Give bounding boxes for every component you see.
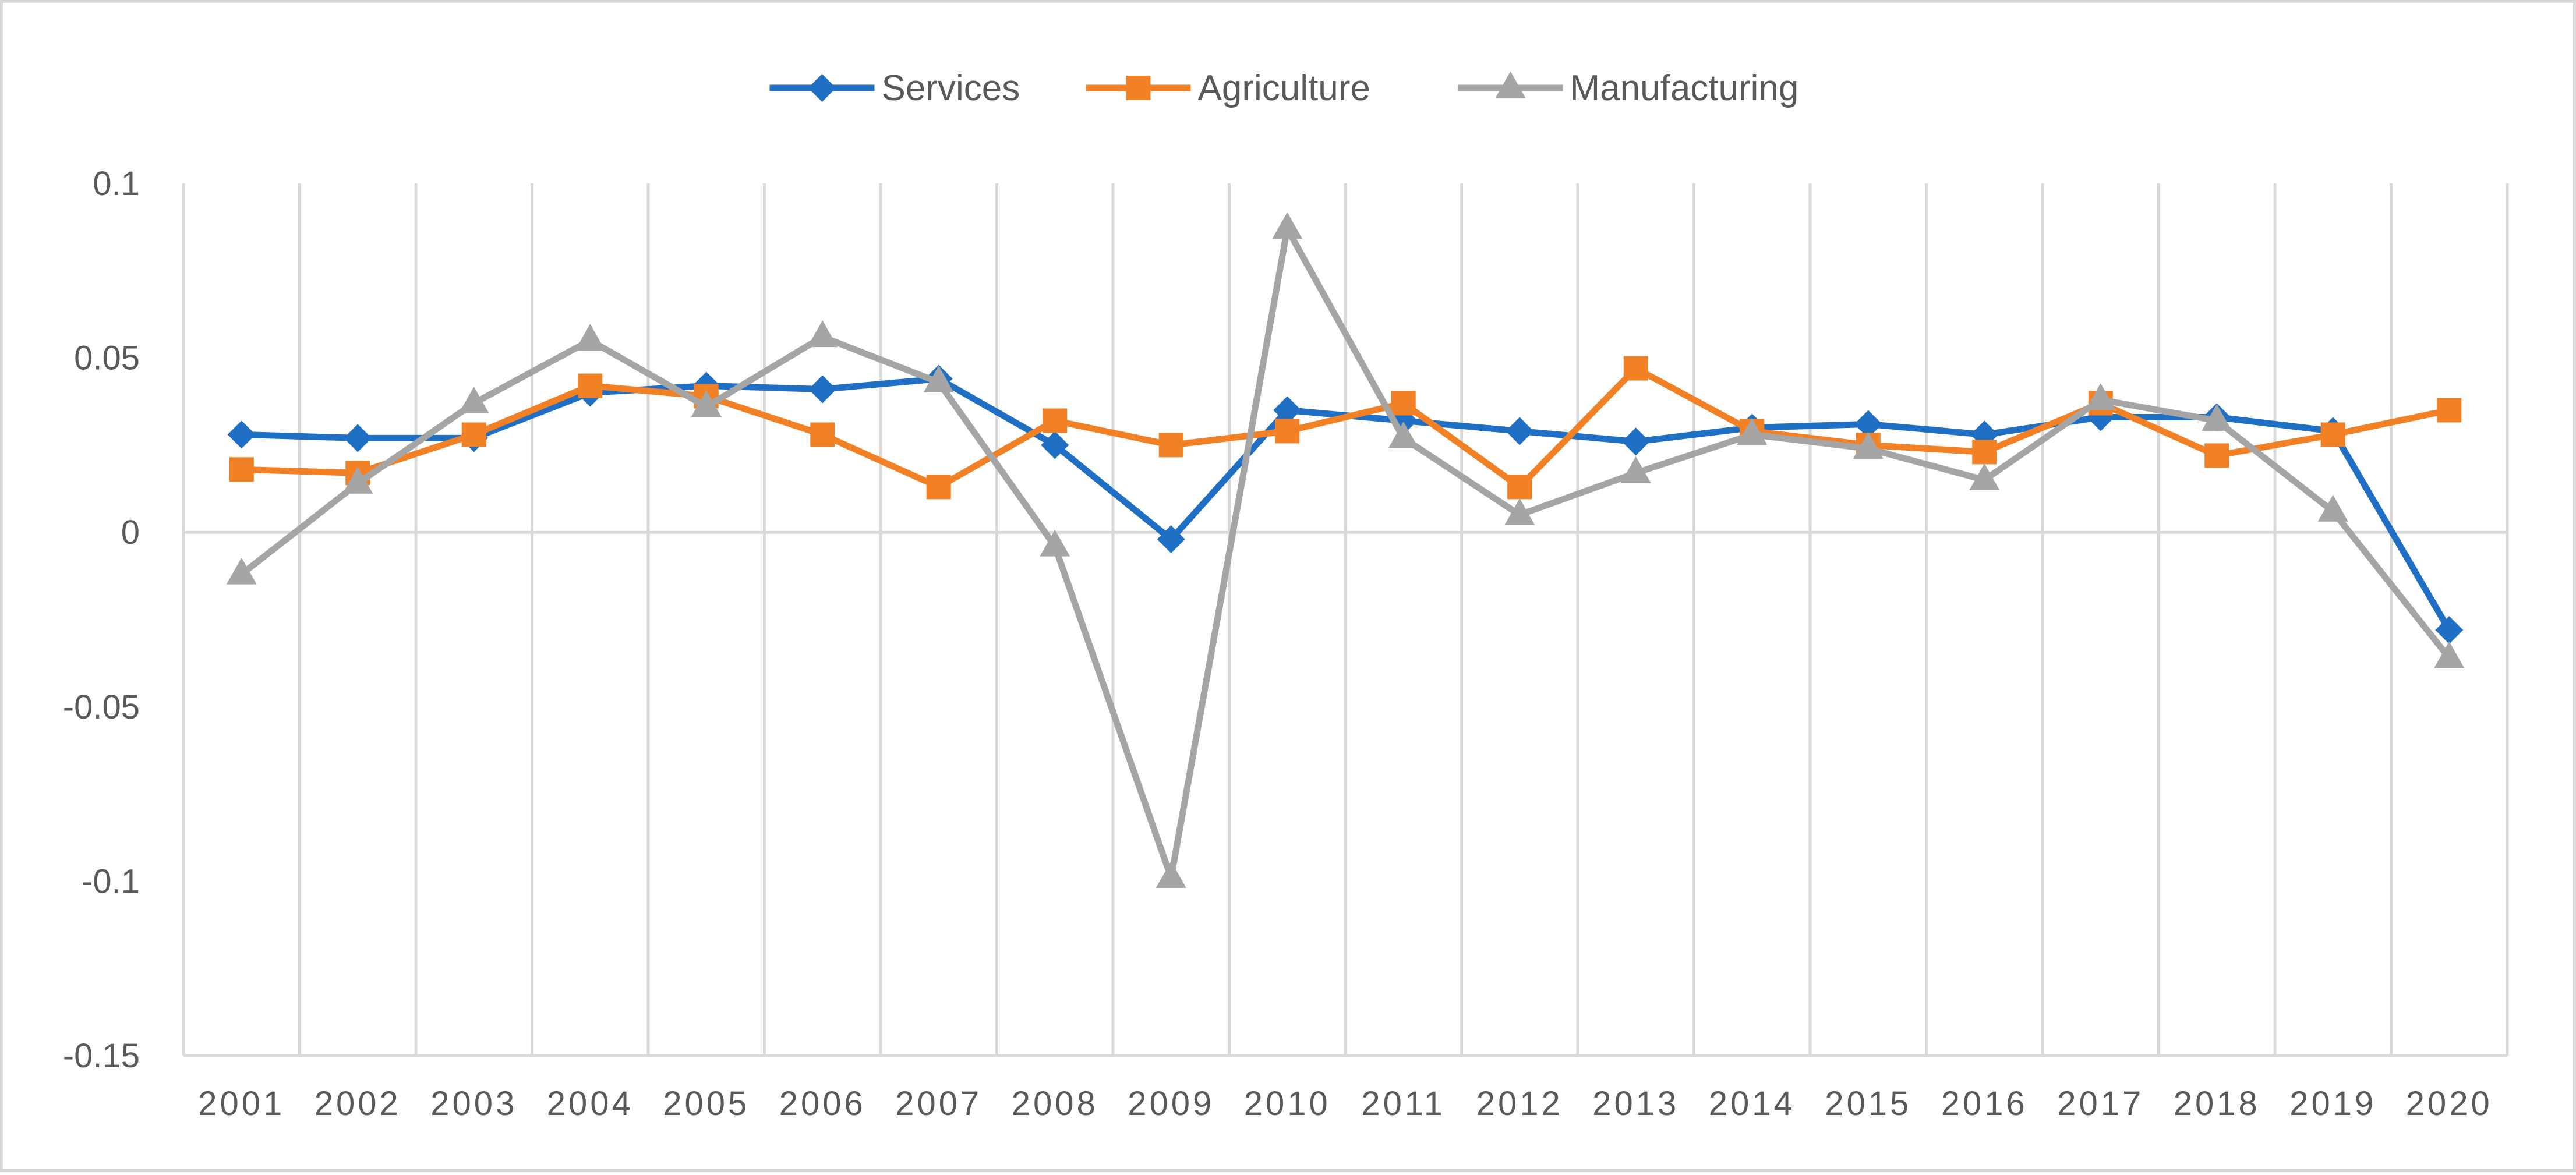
data-point-agriculture (229, 457, 254, 482)
x-tick-label: 2004 (547, 1085, 634, 1123)
data-point-agriculture (1507, 475, 1532, 500)
data-point-agriculture (1158, 433, 1183, 458)
data-point-manufacturing (458, 386, 489, 413)
data-point-manufacturing (342, 466, 373, 494)
x-tick-label: 2019 (2289, 1085, 2376, 1123)
x-tick-label: 2006 (779, 1085, 866, 1123)
x-tick-label: 2012 (1476, 1085, 1563, 1123)
data-point-services (1506, 417, 1534, 445)
data-point-services (344, 424, 372, 452)
legend-marker-services (808, 74, 836, 102)
data-point-services (1854, 410, 1882, 438)
legend-label-manufacturing: Manufacturing (1570, 68, 1799, 108)
data-point-services (1157, 525, 1185, 554)
x-tick-label: 2010 (1244, 1085, 1331, 1123)
data-point-agriculture (1043, 408, 1068, 433)
y-tick-label: -0.15 (63, 1037, 140, 1075)
x-tick-label: 2009 (1128, 1085, 1214, 1123)
data-point-agriculture (1623, 356, 1648, 381)
data-point-manufacturing (2434, 641, 2465, 668)
data-point-services (1621, 427, 1650, 456)
data-point-manufacturing (1853, 431, 1884, 459)
line-chart: 0.1 0.05 0 -0.05 -0.1 -0.15 2001 2002 2003 2004 20… (63, 68, 2509, 1123)
data-point-agriculture (578, 373, 603, 398)
y-tick-label: 0.1 (93, 165, 140, 203)
y-tick-label: 0.05 (74, 339, 140, 377)
data-point-agriculture (810, 422, 835, 447)
x-tick-label: 2003 (430, 1085, 517, 1123)
data-point-manufacturing (923, 366, 954, 393)
data-point-manufacturing (1620, 456, 1651, 483)
x-tick-label: 2011 (1361, 1085, 1446, 1123)
x-tick-label: 2018 (2174, 1085, 2260, 1123)
data-point-agriculture (1972, 440, 1997, 465)
data-point-agriculture (461, 422, 486, 447)
data-point-manufacturing (1156, 861, 1186, 888)
data-point-manufacturing (2202, 404, 2232, 431)
series-line-manufacturing (238, 225, 2453, 881)
legend-label-agriculture: Agriculture (1198, 68, 1370, 108)
x-tick-label: 2005 (663, 1085, 750, 1123)
legend-marker-manufacturing (1495, 71, 1526, 98)
data-point-agriculture (1275, 419, 1300, 444)
x-tick-label: 2001 (198, 1085, 285, 1123)
x-tick-label: 2016 (1941, 1085, 2028, 1123)
x-tick-label: 2013 (1592, 1085, 1679, 1123)
x-tick-label: 2017 (2057, 1085, 2144, 1123)
data-point-manufacturing (1969, 463, 2000, 490)
x-tick-label: 2002 (315, 1085, 401, 1123)
data-point-manufacturing (691, 390, 722, 417)
data-point-agriculture (2437, 398, 2462, 423)
legend-marker-agriculture (1126, 76, 1151, 100)
data-point-manufacturing (1737, 417, 1768, 445)
x-tick-label: 2007 (895, 1085, 982, 1123)
data-point-agriculture (2320, 422, 2345, 447)
data-point-services (227, 420, 256, 449)
data-point-agriculture (926, 475, 951, 500)
x-tick-label: 2020 (2406, 1085, 2493, 1123)
x-tick-label: 2014 (1709, 1085, 1796, 1123)
data-point-services (808, 375, 837, 404)
y-tick-label: -0.1 (82, 862, 140, 900)
data-point-agriculture (1391, 391, 1416, 416)
data-point-services (1041, 431, 1069, 459)
data-point-services (1273, 396, 1302, 424)
data-point-manufacturing (2085, 383, 2116, 410)
data-point-services (2435, 615, 2464, 644)
data-point-manufacturing (226, 557, 257, 585)
data-point-agriculture (2204, 443, 2229, 468)
x-tick-label: 2015 (1825, 1085, 1911, 1123)
data-point-manufacturing (2317, 494, 2348, 522)
data-point-manufacturing (1504, 498, 1535, 525)
data-point-manufacturing (1388, 421, 1419, 448)
y-tick-label: 0 (121, 514, 140, 551)
data-point-manufacturing (1272, 212, 1303, 239)
data-point-manufacturing (575, 324, 606, 351)
data-point-manufacturing (807, 320, 838, 348)
x-tick-label: 2008 (1012, 1085, 1098, 1123)
data-point-manufacturing (1040, 529, 1070, 557)
y-tick-label: -0.05 (63, 688, 140, 726)
legend-label-services: Services (882, 68, 1020, 108)
